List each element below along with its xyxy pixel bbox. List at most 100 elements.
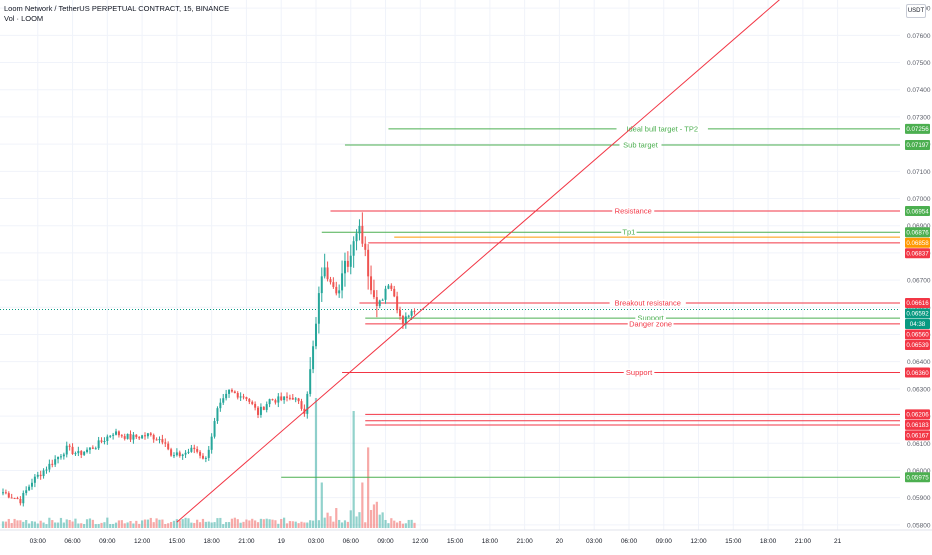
- candle: [33, 474, 36, 488]
- candle: [358, 219, 361, 241]
- candle: [251, 400, 254, 406]
- price-tag: 0.06183: [905, 419, 930, 430]
- volume-bar: [30, 521, 34, 528]
- price-tag: 0.06206: [905, 409, 930, 420]
- candle: [59, 454, 62, 460]
- volume-bar: [343, 520, 347, 528]
- candle: [326, 261, 329, 282]
- level-support[interactable]: Support: [342, 368, 900, 377]
- horizontal-levels[interactable]: Ideal bull target - TP2 Sub target Resista…: [0, 124, 900, 478]
- candle: [181, 453, 184, 460]
- volume-bar: [27, 523, 31, 528]
- candle: [259, 403, 262, 418]
- volume-bar: [248, 520, 251, 528]
- volume-bar: [59, 517, 63, 528]
- candle: [57, 456, 60, 464]
- level-breakout-resistance[interactable]: Breakout resistance: [359, 298, 900, 307]
- candle: [372, 279, 375, 300]
- volume-bar: [16, 520, 19, 528]
- volume-indicator-label[interactable]: Vol · LOOM: [4, 14, 44, 23]
- candle: [2, 488, 4, 496]
- candle: [309, 357, 312, 397]
- x-tick-label: 09:00: [377, 538, 394, 545]
- x-tick-label: 18:00: [204, 538, 221, 545]
- volume-bar: [141, 520, 144, 528]
- symbol-title[interactable]: Loom Network / TetherUS PERPETUAL CONTRA…: [4, 4, 230, 13]
- volume-bar: [294, 521, 297, 528]
- candle: [352, 236, 355, 268]
- level-resistance[interactable]: Resistance: [330, 207, 900, 216]
- candle: [262, 406, 265, 411]
- trendline[interactable]: [176, 0, 786, 523]
- volume-bar: [56, 522, 60, 528]
- volume-bar: [161, 519, 164, 528]
- candle: [158, 436, 161, 444]
- volume-bar: [245, 519, 248, 528]
- candle: [375, 290, 378, 318]
- volume-bar: [190, 522, 193, 528]
- volume-bar: [364, 522, 367, 528]
- volume-bar: [326, 512, 329, 528]
- volume-bar: [256, 522, 260, 528]
- volume-bar: [311, 520, 315, 528]
- candle: [178, 450, 181, 458]
- candle: [135, 434, 138, 440]
- y-tick-label: 0.06300: [907, 386, 931, 393]
- volume-bar: [19, 520, 22, 528]
- price-tag-text: 0.06560: [906, 332, 929, 339]
- candle: [74, 451, 77, 456]
- candle: [25, 486, 28, 496]
- candle: [291, 394, 294, 400]
- candle: [100, 437, 103, 444]
- candle: [65, 441, 68, 458]
- volume-bar: [117, 520, 121, 528]
- level-ideal-bull-target-tp2[interactable]: Ideal bull target - TP2: [388, 124, 900, 133]
- candle: [257, 406, 260, 419]
- volume-bar: [355, 516, 358, 528]
- volume-bar: [410, 519, 413, 528]
- price-tag-text: 0.06616: [906, 300, 929, 307]
- candle: [172, 452, 175, 459]
- candle: [280, 392, 283, 402]
- level-danger-zone[interactable]: Danger zone: [365, 319, 900, 328]
- candle: [245, 396, 248, 402]
- candle: [123, 433, 126, 441]
- candle: [222, 393, 225, 405]
- price-tag: 0.06360: [905, 367, 930, 378]
- price-tag: 0.06858: [905, 237, 930, 248]
- level-support[interactable]: Support: [365, 314, 900, 323]
- time-axis-bg: [0, 530, 932, 550]
- level-tp1[interactable]: Tp1: [321, 228, 900, 237]
- candle: [30, 478, 33, 490]
- price-tag: 0.06876: [905, 227, 930, 238]
- volume-bar: [204, 521, 207, 528]
- volume-bar: [146, 519, 149, 528]
- candles: [2, 212, 416, 507]
- price-tag: 0.06954: [905, 206, 930, 217]
- price-tag: 0.06616: [905, 297, 930, 308]
- y-tick-label: 0.07100: [907, 169, 931, 176]
- level-sub-target[interactable]: Sub target: [344, 140, 900, 149]
- volume-bar: [91, 519, 94, 528]
- trendline-line[interactable]: [176, 0, 786, 523]
- candle: [97, 436, 100, 450]
- candle: [184, 450, 187, 458]
- candle: [239, 392, 242, 401]
- currency-button[interactable]: USDT: [906, 4, 926, 18]
- candle: [16, 496, 19, 500]
- candle: [332, 277, 335, 289]
- candle: [207, 446, 210, 461]
- candle: [68, 443, 71, 451]
- volume-bar: [393, 520, 396, 528]
- volume-bar: [68, 519, 71, 528]
- candle: [407, 314, 410, 318]
- volume-bar: [335, 508, 338, 528]
- candle: [265, 401, 268, 413]
- candle: [300, 398, 303, 411]
- candle: [254, 401, 257, 411]
- x-tick-label: 18:00: [760, 538, 777, 545]
- y-tick-label: 0.06600: [907, 305, 931, 312]
- candle: [294, 397, 297, 403]
